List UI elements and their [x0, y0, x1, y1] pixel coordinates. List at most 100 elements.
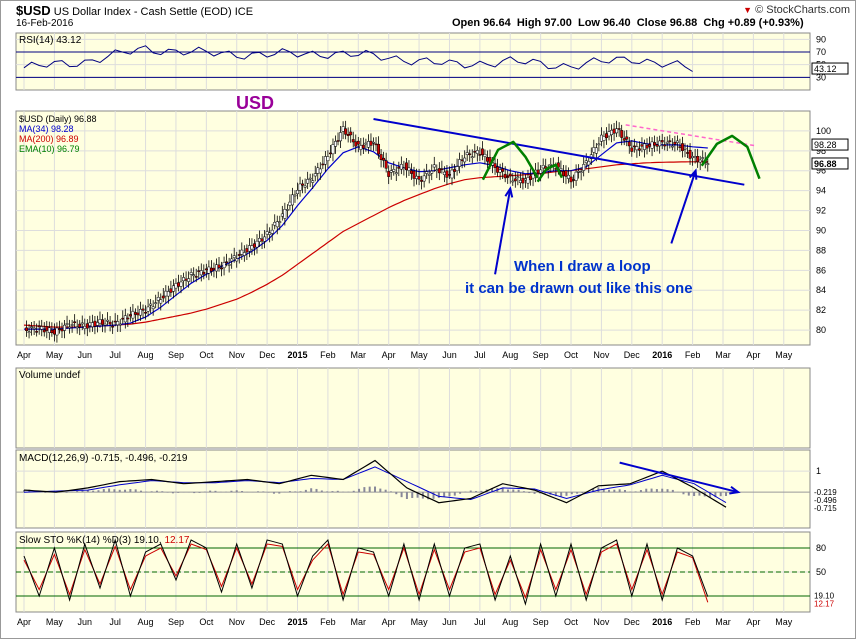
candle-body — [681, 143, 684, 151]
candle-body — [597, 143, 601, 146]
candle-body — [430, 170, 434, 174]
candle-body — [133, 312, 137, 315]
macd-histogram-bar — [475, 491, 478, 493]
candle-body — [387, 171, 391, 177]
candle-body — [126, 317, 130, 320]
candle-body — [68, 326, 72, 329]
candle-body — [503, 173, 507, 179]
candle-body — [501, 168, 505, 172]
rsi-legend: RSI(14) 43.12 — [19, 35, 82, 46]
macd-panel: 1 MACD(12,26,9) -0.715, -0.496, -0.219 -0.… — [16, 450, 837, 528]
candle-body — [478, 154, 482, 156]
candle-body — [70, 324, 74, 326]
y-tick-label: 100 — [816, 126, 831, 136]
macd-histogram-bar — [560, 492, 563, 497]
macd-histogram-bar — [592, 488, 595, 493]
candle-body — [25, 327, 28, 331]
macd-histogram-bar — [230, 490, 233, 493]
candle-body — [179, 281, 183, 287]
resistance-trendline — [625, 124, 757, 147]
y-tick-label: 94 — [816, 186, 826, 196]
macd-histogram-bar — [118, 489, 121, 493]
candle-body — [222, 262, 226, 269]
brand-watermark: ▼ © StockCharts.com — [743, 4, 850, 16]
macd-histogram-bar — [437, 492, 440, 498]
candle-body — [278, 221, 282, 223]
macd-signal-line — [23, 466, 727, 504]
candle-body — [141, 308, 145, 311]
macd-histogram-bar — [645, 488, 648, 493]
candle-body — [247, 245, 251, 252]
candle-body — [625, 136, 629, 140]
candle-body — [437, 168, 441, 174]
x-tick-label: Aug — [502, 350, 518, 360]
candle-body — [63, 324, 66, 331]
panel-vol — [15, 367, 811, 449]
candle-body — [37, 325, 41, 328]
candle-body — [579, 171, 583, 173]
candle-body — [174, 283, 178, 289]
macd-histogram-bar — [113, 489, 116, 493]
y-tick-label: 90 — [816, 34, 826, 44]
candle-body — [106, 319, 110, 322]
candle-body — [683, 147, 687, 150]
candle-body — [123, 315, 127, 323]
candle-body — [339, 132, 343, 142]
y-tick-label: 30 — [816, 72, 826, 82]
candle-body — [296, 190, 299, 195]
macd-value-label: -0.496 — [814, 496, 837, 505]
candle-body — [326, 156, 330, 162]
macd-histogram-bar — [714, 492, 717, 498]
macd-histogram-bar — [661, 488, 664, 493]
annotation-line-1: When I draw a loop — [514, 258, 651, 275]
candle-body — [121, 317, 125, 320]
candle-body — [693, 156, 697, 158]
candle-body — [610, 129, 614, 136]
x-tick-label: Mar — [715, 350, 731, 360]
candle-body — [60, 328, 64, 332]
candle-body — [306, 179, 310, 184]
candle-body — [131, 311, 135, 319]
candle-body — [463, 157, 467, 163]
x-tick-label: Aug — [138, 617, 154, 627]
candle-body — [706, 163, 710, 165]
candle-body — [285, 209, 289, 211]
x-tick-label: Nov — [593, 617, 610, 627]
macd-histogram-bar — [480, 490, 483, 493]
macd-histogram-bar — [203, 491, 206, 493]
y-tick-label: 82 — [816, 305, 826, 315]
chart-header-title: $USD US Dollar Index - Cash Settle (EOD)… — [16, 3, 253, 18]
candle-body — [344, 128, 348, 135]
candle-body — [88, 322, 92, 326]
macd-histogram-bar — [725, 492, 728, 496]
candle-body — [561, 171, 565, 177]
panel-macd — [15, 449, 811, 529]
candle-body — [230, 258, 234, 262]
macd-histogram-bar — [129, 489, 132, 493]
price-panel: Apr May Jun Jul Aug Sep Oct Nov Dec 2015 Feb Mar Apr… — [16, 93, 849, 360]
macd-histogram-bar — [384, 489, 387, 493]
high-value: High 97.00 — [516, 17, 572, 29]
candle-body — [311, 180, 315, 183]
macd-histogram-bar — [613, 489, 616, 493]
x-tick-label: Oct — [199, 617, 214, 627]
candle-body — [567, 174, 570, 179]
brand-label: © StockCharts.com — [755, 4, 850, 16]
candle-body — [584, 160, 588, 164]
candle-body — [518, 180, 522, 183]
macd-histogram-bar — [145, 491, 148, 493]
candle-body — [235, 258, 239, 262]
macd-histogram-bar — [416, 492, 419, 498]
candle-body — [250, 245, 254, 250]
candle-body — [194, 276, 198, 278]
macd-histogram-bar — [262, 491, 265, 493]
macd-histogram-bar — [682, 492, 685, 495]
candle-body — [473, 151, 477, 153]
x-tick-label: May — [775, 350, 793, 360]
x-tick-label: Nov — [593, 350, 610, 360]
x-tick-label: Jul — [474, 617, 486, 627]
candle-body — [78, 323, 82, 328]
candle-body — [521, 177, 525, 184]
macd-value-label: -0.219 — [814, 488, 837, 497]
macd-histogram-bar — [368, 486, 371, 493]
